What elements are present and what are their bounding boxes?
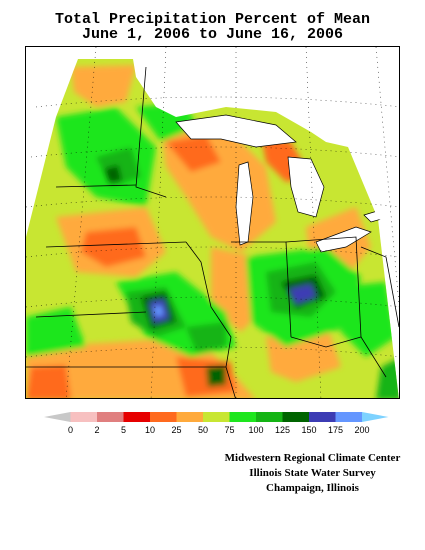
dry-area	[81, 227, 146, 267]
legend-tick-label: 25	[171, 425, 181, 435]
legend-swatch	[150, 412, 177, 422]
legend-tick-label: 0	[68, 425, 73, 435]
legend-swatch-under	[44, 412, 71, 422]
legend-swatch	[256, 412, 283, 422]
map-title-line-2: June 1, 2006 to June 16, 2006	[81, 26, 344, 43]
legend-swatch	[97, 412, 124, 422]
legend-swatch	[203, 412, 230, 422]
credit-line-3: Champaign, Illinois	[266, 482, 359, 494]
legend-swatch	[70, 412, 97, 422]
outside-region	[131, 47, 399, 227]
extreme-wet-area-peak	[153, 305, 164, 317]
color-legend: 0 2 5 10 25 50 75 100 125 150 175 200	[44, 412, 389, 435]
graticule	[26, 47, 399, 398]
legend-tick-label: 200	[354, 425, 369, 435]
lake-erie	[315, 226, 372, 253]
legend-tick-label: 175	[328, 425, 343, 435]
lake-huron	[287, 156, 325, 218]
legend-swatch	[335, 412, 362, 422]
wet-area	[186, 322, 226, 352]
credit-line-2: Illinois State Water Survey	[249, 467, 376, 479]
great-lakes	[131, 47, 399, 253]
wet-area	[376, 357, 399, 398]
legend-tick-label: 100	[248, 425, 263, 435]
dry-area	[26, 365, 71, 398]
legend-tick-label: 50	[198, 425, 208, 435]
legend-tick-label: 75	[224, 425, 234, 435]
legend-tick-label: 2	[94, 425, 99, 435]
legend-swatch-over	[362, 412, 389, 422]
above-normal-area	[26, 307, 86, 357]
legend-tick-label: 5	[121, 425, 126, 435]
credit-line-1: Midwestern Regional Climate Center	[224, 452, 401, 464]
above-normal-area	[336, 282, 396, 357]
legend-tick-label: 125	[275, 425, 290, 435]
legend-swatch	[229, 412, 256, 422]
very-wet-area	[104, 165, 122, 183]
map-title-line-1: Total Precipitation Percent of Mean	[54, 11, 371, 28]
dry-area	[166, 135, 221, 172]
legend-tick-label: 10	[145, 425, 155, 435]
map-canvas	[26, 47, 399, 398]
legend-tick-label: 150	[301, 425, 316, 435]
precipitation-map	[25, 46, 400, 399]
legend-swatch	[282, 412, 309, 422]
legend-swatch	[176, 412, 203, 422]
below-normal-area	[71, 65, 136, 107]
legend-swatch	[123, 412, 150, 422]
lake-superior	[175, 114, 297, 148]
state-boundaries	[26, 66, 399, 398]
very-wet-area	[206, 365, 226, 387]
legend-swatch	[309, 412, 336, 422]
